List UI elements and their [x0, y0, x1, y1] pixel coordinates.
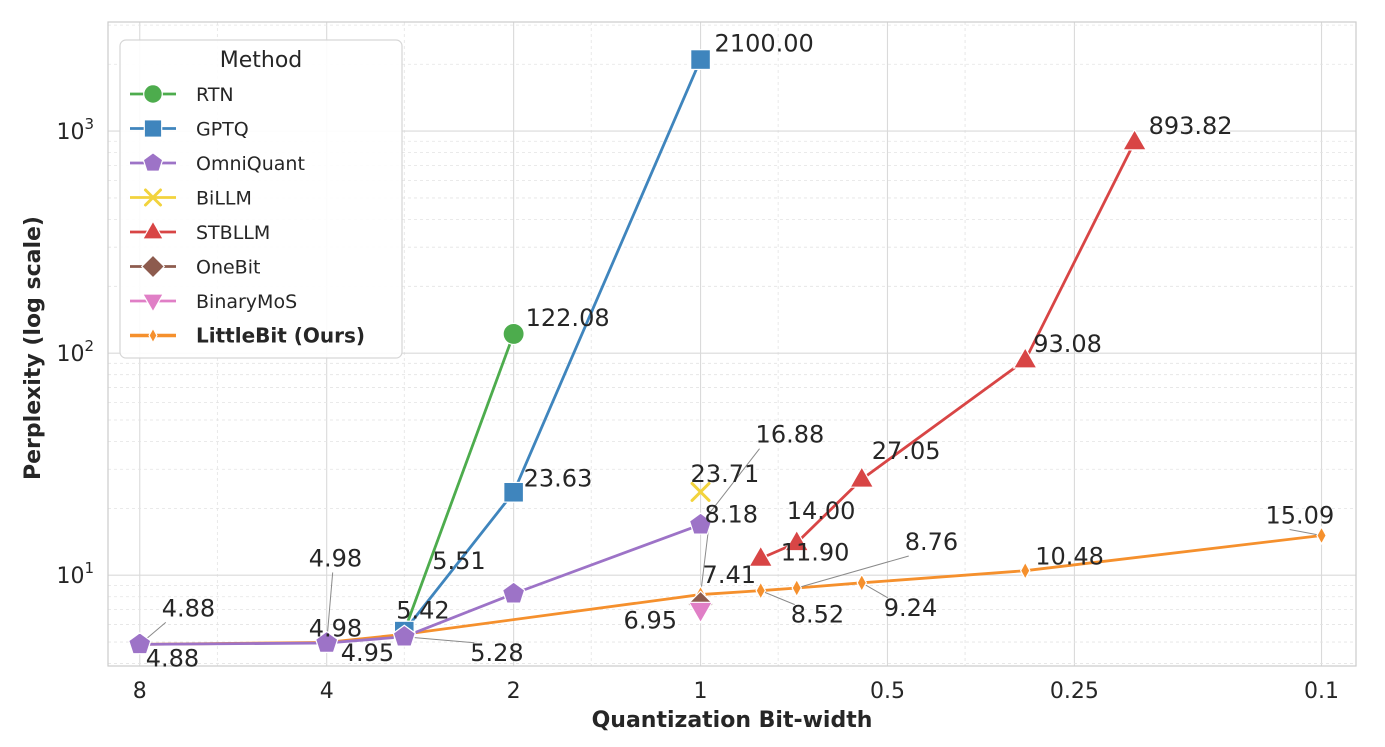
data-label: 11.90 — [781, 538, 850, 566]
data-label: 5.28 — [470, 639, 523, 667]
data-label: 4.98 — [309, 544, 362, 572]
legend-label-omniquant: OmniQuant — [196, 153, 305, 175]
y-tick-label: 103 — [56, 115, 94, 145]
annotation-leader — [404, 636, 475, 644]
marker-omniquant — [501, 581, 526, 604]
x-tick-label: 4 — [320, 679, 334, 704]
marker-billm — [690, 481, 711, 502]
legend-label-onebit: OneBit — [196, 257, 260, 279]
legend-marker-omniquant — [142, 152, 164, 172]
data-label: 7.41 — [703, 561, 756, 589]
marker-stbllm — [1012, 346, 1038, 369]
marker-gptq — [690, 49, 712, 71]
data-label: 16.88 — [756, 421, 825, 449]
marker-binarymos — [687, 601, 714, 624]
data-label: 4.95 — [341, 639, 394, 667]
plot-area — [107, 21, 1357, 667]
grid — [108, 22, 1356, 666]
data-label: 6.95 — [624, 606, 677, 634]
data-label: 5.42 — [396, 596, 449, 624]
legend-marker-littlebit-ours — [148, 327, 158, 344]
legend-label-littlebit-ours: LittleBit (Ours) — [196, 324, 365, 348]
data-label: 122.08 — [526, 304, 610, 332]
marker-omniquant — [688, 512, 713, 535]
annotation-leader — [861, 582, 889, 599]
marker-stbllm — [1121, 128, 1148, 151]
y-tick-label: 102 — [56, 337, 94, 367]
marker-omniquant — [314, 630, 339, 653]
data-label: 8.52 — [791, 601, 844, 629]
data-label: 9.24 — [884, 594, 937, 622]
x-tick-label: 0.25 — [1050, 679, 1099, 704]
legend-label-binarymos: BinaryMoS — [196, 291, 297, 313]
data-label: 23.71 — [691, 460, 760, 488]
annotation-leader — [760, 590, 795, 606]
x-tick-label: 1 — [694, 679, 708, 704]
legend-marker-stbllm — [141, 219, 165, 240]
data-label: 15.09 — [1266, 502, 1335, 530]
legend-marker-billm — [144, 188, 162, 207]
annotation-leader — [700, 528, 710, 595]
marker-littlebit-ours — [856, 573, 868, 593]
legend-marker-onebit — [140, 254, 166, 279]
data-label: 14.00 — [787, 497, 856, 525]
legend-label-gptq: GPTQ — [196, 119, 249, 141]
data-label: 893.82 — [1149, 112, 1233, 140]
legend-marker-gptq — [143, 119, 163, 138]
series-line-gptq — [403, 59, 702, 632]
data-label: 5.51 — [432, 547, 485, 575]
x-tick-label: 8 — [133, 679, 147, 704]
legend-entries: RTN GPTQ OmniQuant BiLLM STBLLM OneBit BinaryM… — [130, 84, 365, 348]
legend-title: Method — [220, 48, 303, 73]
legend-box — [119, 39, 403, 359]
marker-littlebit-ours — [1316, 525, 1327, 546]
marker-stbllm — [748, 544, 774, 567]
marker-littlebit-ours — [1019, 561, 1031, 581]
data-label: 8.76 — [905, 528, 958, 556]
data-label: 2100.00 — [715, 30, 814, 58]
legend-marker-rtn — [143, 84, 163, 104]
data-label: 93.08 — [1033, 330, 1102, 358]
marker-rtn — [502, 322, 525, 346]
marker-littlebit-ours — [791, 578, 803, 598]
data-label: 27.05 — [872, 437, 941, 465]
marker-stbllm — [849, 465, 875, 488]
data-label: 23.63 — [524, 464, 593, 492]
marker-omniquant — [392, 624, 416, 647]
y-axis-title: Perplexity (log scale) — [21, 216, 46, 480]
data-label: 4.88 — [162, 594, 215, 622]
legend-label-billm: BiLLM — [196, 188, 252, 210]
x-tick-labels: 8 4 2 1 0.5 0.25 0.1 — [133, 679, 1339, 704]
data-labels: 2100.00 893.82 122.08 93.08 23.63 27.05 14.00 1… — [146, 30, 1334, 673]
data-label: 4.98 — [309, 614, 362, 642]
y-tick-label: 101 — [56, 559, 94, 589]
annotation-leader — [700, 448, 760, 526]
annotation-leader — [1289, 529, 1322, 537]
legend-label-rtn: RTN — [196, 84, 234, 106]
annotation-leader — [326, 572, 334, 643]
x-axis-title: Quantization Bit-width — [592, 708, 873, 733]
data-label: 8.18 — [705, 501, 758, 529]
legend: Method RTN GPTQ OmniQuant BiLLM STBLLM OneBit… — [119, 39, 403, 359]
data-label: 10.48 — [1035, 543, 1104, 571]
legend-marker-binarymos — [141, 293, 165, 314]
x-tick-label: 0.1 — [1304, 679, 1339, 704]
annotation-leaders — [139, 448, 1322, 645]
marker-omniquant — [128, 632, 152, 655]
x-tick-label: 0.5 — [870, 679, 905, 704]
data-label: 4.88 — [146, 644, 199, 672]
marker-littlebit-ours — [755, 580, 767, 601]
annotation-leader — [796, 555, 909, 589]
x-tick-label: 2 — [507, 679, 521, 704]
series-markers — [128, 49, 1327, 655]
marker-gptq — [503, 481, 525, 503]
y-tick-labels: 101 102 103 — [56, 115, 94, 589]
legend-label-stbllm: STBLLM — [196, 222, 270, 244]
marker-stbllm — [784, 529, 810, 552]
series-line-rtn — [402, 333, 515, 632]
